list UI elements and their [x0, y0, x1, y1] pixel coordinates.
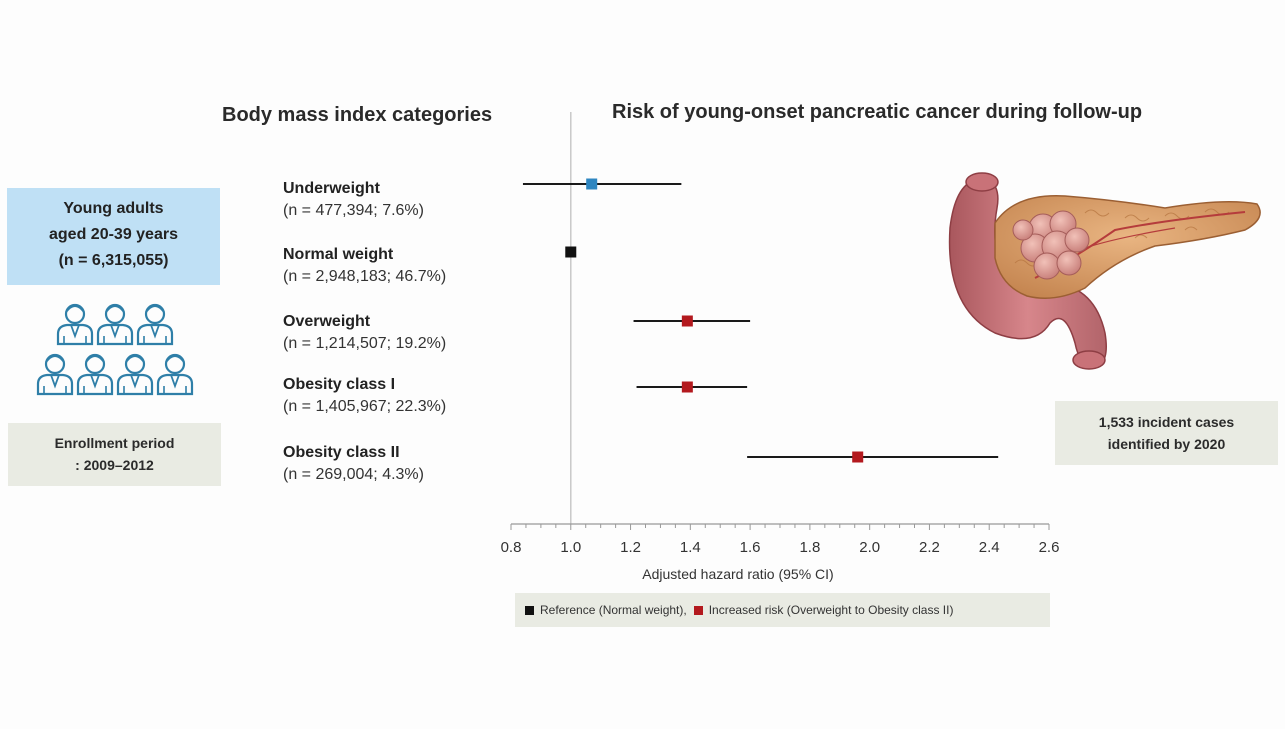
category-underweight: Underweight (n = 477,394; 7.6%) [283, 178, 424, 222]
cohort-line-1: Young adults [63, 200, 164, 217]
increased-swatch [693, 605, 703, 615]
legend-reference: Reference (Normal weight), [525, 603, 687, 617]
x-tick-label: 2.6 [1039, 539, 1060, 556]
x-tick-label: 1.2 [620, 539, 641, 556]
x-axis-label: Adjusted hazard ratio (95% CI) [642, 566, 834, 582]
category-overweight: Overweight (n = 1,214,507; 19.2%) [283, 311, 446, 355]
confidence-intervals [522, 183, 999, 458]
category-count: (n = 1,405,967; 22.3%) [283, 398, 447, 415]
cases-line-2: identified by 2020 [1107, 436, 1226, 452]
estimate-markers [565, 178, 864, 463]
bmi-heading: Body mass index categories [222, 104, 493, 126]
x-axis-ticks [510, 524, 1050, 530]
x-tick-label: 1.4 [680, 539, 701, 556]
category-obesity-class-2: Obesity class II (n = 269,004; 4.3%) [283, 442, 424, 486]
cohort-line-2: aged 20-39 years [49, 226, 178, 243]
x-tick-label: 2.0 [859, 539, 880, 556]
legend-reference-label: Reference (Normal weight), [540, 603, 687, 617]
category-name: Underweight [283, 180, 380, 197]
estimate-marker [681, 381, 693, 393]
category-name: Obesity class II [283, 444, 400, 461]
risk-heading: Risk of young-onset pancreatic cancer du… [612, 101, 1143, 123]
category-count: (n = 2,948,183; 46.7%) [283, 268, 447, 285]
category-name: Obesity class I [283, 376, 396, 393]
category-normal-weight: Normal weight (n = 2,948,183; 46.7%) [283, 244, 446, 288]
pancreas-illustration [948, 172, 1261, 370]
estimate-marker [565, 246, 577, 258]
enrollment-box: Enrollment period : 2009–2012 [8, 423, 221, 486]
category-count: (n = 269,004; 4.3%) [283, 466, 424, 483]
x-tick-label: 2.2 [919, 539, 940, 556]
enrollment-line-2: : 2009–2012 [75, 457, 154, 473]
enrollment-line-1: Enrollment period [54, 435, 175, 451]
x-tick-label: 0.8 [501, 539, 522, 556]
x-axis-tick-labels: 0.8 1.0 1.2 1.4 1.6 1.8 2.0 2.2 2.4 2.6 [501, 539, 1060, 556]
cases-box: 1,533 incident cases identified by 2020 [1055, 401, 1278, 465]
estimate-marker [681, 315, 693, 327]
legend-increased-label: Increased risk (Overweight to Obesity cl… [708, 603, 954, 617]
category-name: Normal weight [283, 246, 394, 263]
cohort-box: Young adults aged 20-39 years (n = 6,315… [7, 188, 220, 285]
x-tick-label: 2.4 [979, 539, 1000, 556]
cases-line-1: 1,533 incident cases [1098, 414, 1235, 430]
category-name: Overweight [283, 313, 371, 330]
reference-swatch [525, 605, 534, 615]
cohort-line-3: (n = 6,315,055) [58, 252, 169, 269]
x-tick-label: 1.6 [740, 539, 761, 556]
legend: Reference (Normal weight), Increased ris… [515, 593, 1050, 627]
x-tick-label: 1.0 [560, 539, 581, 556]
x-tick-label: 1.8 [799, 539, 820, 556]
estimate-marker [586, 178, 598, 190]
category-count: (n = 1,214,507; 19.2%) [283, 335, 447, 352]
category-obesity-class-1: Obesity class I (n = 1,405,967; 22.3%) [283, 374, 446, 418]
estimate-marker [852, 451, 864, 463]
legend-increased: Increased risk (Overweight to Obesity cl… [693, 603, 954, 617]
category-count: (n = 477,394; 7.6%) [283, 202, 424, 219]
